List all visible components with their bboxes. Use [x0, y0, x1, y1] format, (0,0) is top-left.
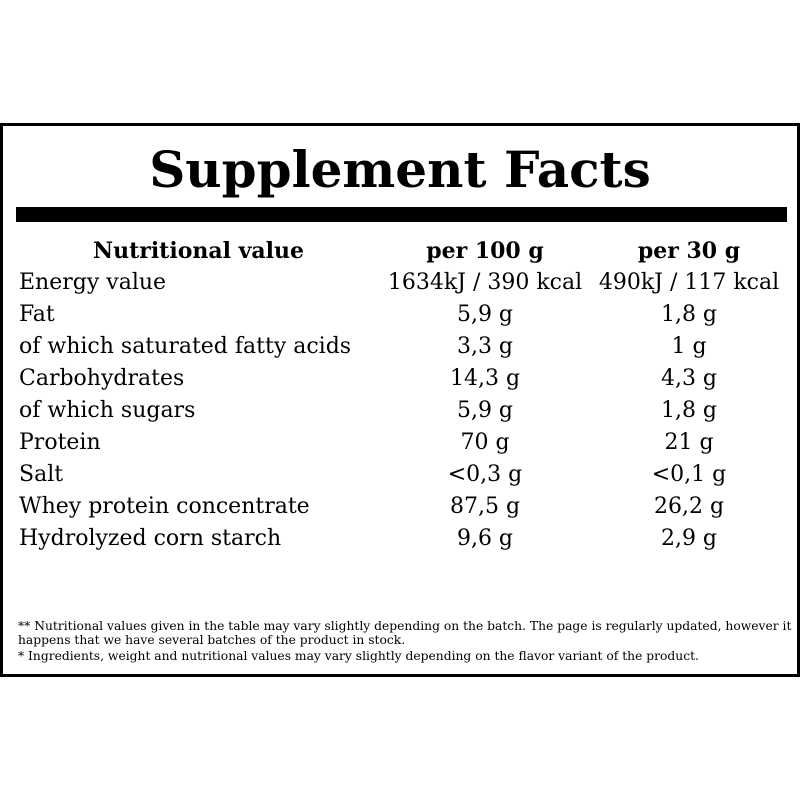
cell-value: 87,5 g — [449, 494, 521, 519]
table-row: Salt <0,3 g <0,1 g — [16, 459, 789, 491]
cell-value: 1,8 g — [660, 302, 718, 327]
column-header: per 100 g — [426, 238, 544, 264]
row-label: Hydrolyzed corn starch — [19, 526, 282, 551]
facts-table: Nutritional value per 100 g per 30 g Energ… — [16, 235, 789, 555]
table-row: Energy value 1634kJ / 390 kcal 490kJ / 117… — [16, 267, 789, 299]
column-header: per 30 g — [637, 238, 741, 264]
row-label: Protein — [19, 430, 101, 455]
cell-value: 70 g — [460, 430, 510, 455]
title: Supplement Facts — [149, 140, 651, 199]
row-label: Carbohydrates — [19, 366, 185, 391]
cell-value: 14,3 g — [449, 366, 521, 391]
table-row: of which saturated fatty acids 3,3 g 1 g — [16, 331, 789, 363]
table-row: of which sugars 5,9 g 1,8 g — [16, 395, 789, 427]
cell-value: 1 g — [671, 334, 707, 359]
divider-bar — [16, 207, 787, 222]
row-label: Whey protein concentrate — [19, 494, 310, 519]
table-row: Carbohydrates 14,3 g 4,3 g — [16, 363, 789, 395]
cell-value: 1,8 g — [660, 398, 718, 423]
row-label: Fat — [19, 302, 55, 327]
header-row: Nutritional value per 100 g per 30 g — [16, 235, 789, 267]
footnotes: ** Nutritional values given in the table… — [18, 619, 793, 665]
cell-value: 5,9 g — [456, 302, 514, 327]
row-label: Energy value — [19, 270, 167, 295]
table-body: Energy value 1634kJ / 390 kcal 490kJ / 117… — [16, 267, 789, 555]
cell-value: 9,6 g — [456, 526, 514, 551]
column-header: Nutritional value — [92, 238, 305, 264]
row-label: of which sugars — [19, 398, 196, 423]
table-row: Protein 70 g 21 g — [16, 427, 789, 459]
cell-value: 3,3 g — [456, 334, 514, 359]
cell-value: 5,9 g — [456, 398, 514, 423]
cell-value: 26,2 g — [653, 494, 725, 519]
row-label: of which saturated fatty acids — [19, 334, 352, 359]
cell-value: <0,3 g — [447, 462, 523, 487]
footnote: * Ingredients, weight and nutritional va… — [18, 649, 699, 663]
table-row: Fat 5,9 g 1,8 g — [16, 299, 789, 331]
row-label: Salt — [19, 462, 64, 487]
table-row: Whey protein concentrate 87,5 g 26,2 g — [16, 491, 789, 523]
cell-value: <0,1 g — [651, 462, 727, 487]
cell-value: 4,3 g — [660, 366, 718, 391]
cell-value: 1634kJ / 390 kcal — [387, 270, 583, 295]
cell-value: 21 g — [664, 430, 714, 455]
cell-value: 490kJ / 117 kcal — [598, 270, 780, 295]
footnote: ** Nutritional values given in the table… — [18, 619, 792, 647]
facts-panel: Supplement Facts Nutritional value per 10… — [0, 123, 800, 677]
table-row: Hydrolyzed corn starch 9,6 g 2,9 g — [16, 523, 789, 555]
cell-value: 2,9 g — [660, 526, 718, 551]
